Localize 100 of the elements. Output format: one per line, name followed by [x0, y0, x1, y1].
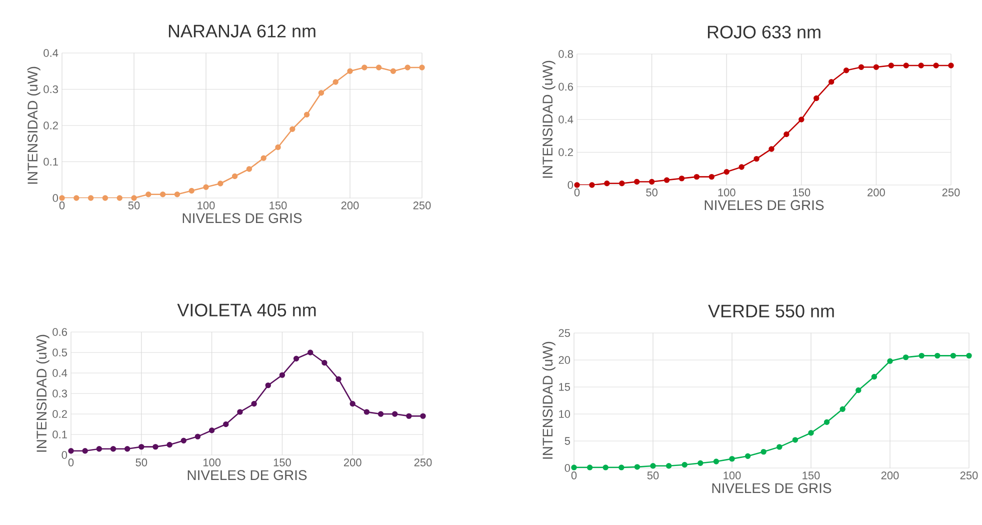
y-tick-label: 0.4	[52, 369, 68, 377]
point	[808, 430, 814, 436]
y-tick-label: 0.6	[52, 328, 67, 336]
y-tick-label: 10	[559, 410, 570, 418]
point	[293, 356, 300, 362]
point	[744, 453, 751, 459]
x-axis-title: NIVELES DE GRIS	[188, 470, 307, 480]
point	[571, 464, 577, 470]
point	[619, 180, 625, 186]
point	[887, 358, 893, 364]
point	[304, 112, 310, 118]
point	[82, 448, 88, 454]
y-axis-title: INTENSIDAD (uW)	[27, 66, 40, 184]
point	[902, 354, 909, 360]
chart-title: NARANJA 612 nm	[168, 24, 316, 38]
point	[856, 387, 862, 394]
point	[950, 352, 956, 359]
y-tick-label: 0	[62, 451, 68, 459]
point	[347, 68, 353, 74]
point	[188, 188, 194, 194]
point	[223, 421, 229, 428]
point	[308, 350, 314, 356]
point	[776, 444, 782, 450]
x-tick-label: 150	[793, 188, 810, 196]
x-tick-label: 200	[881, 472, 899, 480]
point	[404, 64, 410, 70]
x-tick-label: 150	[270, 202, 287, 210]
x-tick-label: 200	[341, 202, 359, 210]
point	[918, 352, 924, 359]
x-tick-label: 100	[718, 188, 736, 196]
x-tick-label: 150	[274, 458, 291, 466]
x-tick-label: 50	[647, 472, 659, 480]
point	[260, 155, 266, 161]
point	[251, 400, 257, 407]
x-tick-label: 200	[868, 188, 885, 196]
point	[203, 184, 209, 190]
y-tick-label: 0.6	[558, 82, 573, 91]
point	[574, 182, 580, 188]
point	[138, 444, 144, 450]
point	[768, 146, 774, 152]
y-tick-label: 0	[568, 181, 574, 189]
point	[116, 195, 122, 201]
y-tick-label: 15	[559, 383, 570, 391]
point	[160, 192, 166, 198]
point	[420, 413, 426, 419]
point	[174, 192, 180, 198]
y-tick-label: 0.2	[44, 122, 58, 130]
x-tick-label: 0	[68, 458, 74, 466]
point	[102, 195, 108, 201]
x-tick-label: 100	[724, 472, 741, 480]
point	[246, 166, 252, 172]
point	[934, 352, 940, 359]
y-tick-label: 5	[564, 437, 570, 445]
point	[888, 62, 894, 68]
point	[798, 116, 804, 122]
point	[824, 419, 830, 425]
y-tick-label: 0.8	[558, 50, 573, 58]
x-axis-title: NIVELES DE GRIS	[704, 200, 824, 210]
point	[279, 372, 286, 378]
point	[873, 64, 880, 70]
x-tick-label: 50	[646, 188, 658, 196]
point	[604, 180, 610, 186]
x-tick-label: 150	[802, 472, 820, 480]
x-tick-label: 250	[413, 202, 431, 210]
point	[840, 406, 846, 412]
point	[152, 444, 158, 450]
point	[871, 374, 878, 380]
y-tick-label: 0.3	[44, 85, 58, 94]
x-axis-title: NIVELES DE GRIS	[182, 213, 302, 224]
point	[618, 464, 624, 470]
y-tick-label: 25	[558, 329, 570, 337]
point	[406, 413, 412, 419]
point	[275, 144, 281, 150]
point	[232, 173, 238, 180]
point	[419, 64, 425, 70]
point	[966, 352, 972, 359]
point	[738, 164, 744, 170]
point	[713, 458, 720, 464]
point	[208, 428, 215, 434]
point	[666, 462, 672, 469]
point	[634, 178, 640, 185]
x-tick-label: 250	[414, 458, 432, 466]
point	[933, 62, 939, 68]
chart-title: VERDE 550 nm	[708, 304, 834, 318]
point	[350, 400, 356, 407]
point	[698, 460, 704, 466]
point	[678, 176, 685, 182]
point	[792, 437, 798, 443]
x-tick-label: 50	[136, 458, 148, 466]
point	[290, 126, 296, 132]
y-tick-label: 0.4	[44, 49, 58, 57]
point	[322, 360, 328, 366]
point	[586, 464, 593, 470]
point	[664, 177, 670, 183]
point	[694, 174, 700, 180]
point	[729, 456, 735, 462]
point	[180, 438, 186, 444]
point	[918, 62, 924, 68]
point	[68, 448, 74, 454]
y-tick-label: 0.1	[44, 158, 58, 166]
